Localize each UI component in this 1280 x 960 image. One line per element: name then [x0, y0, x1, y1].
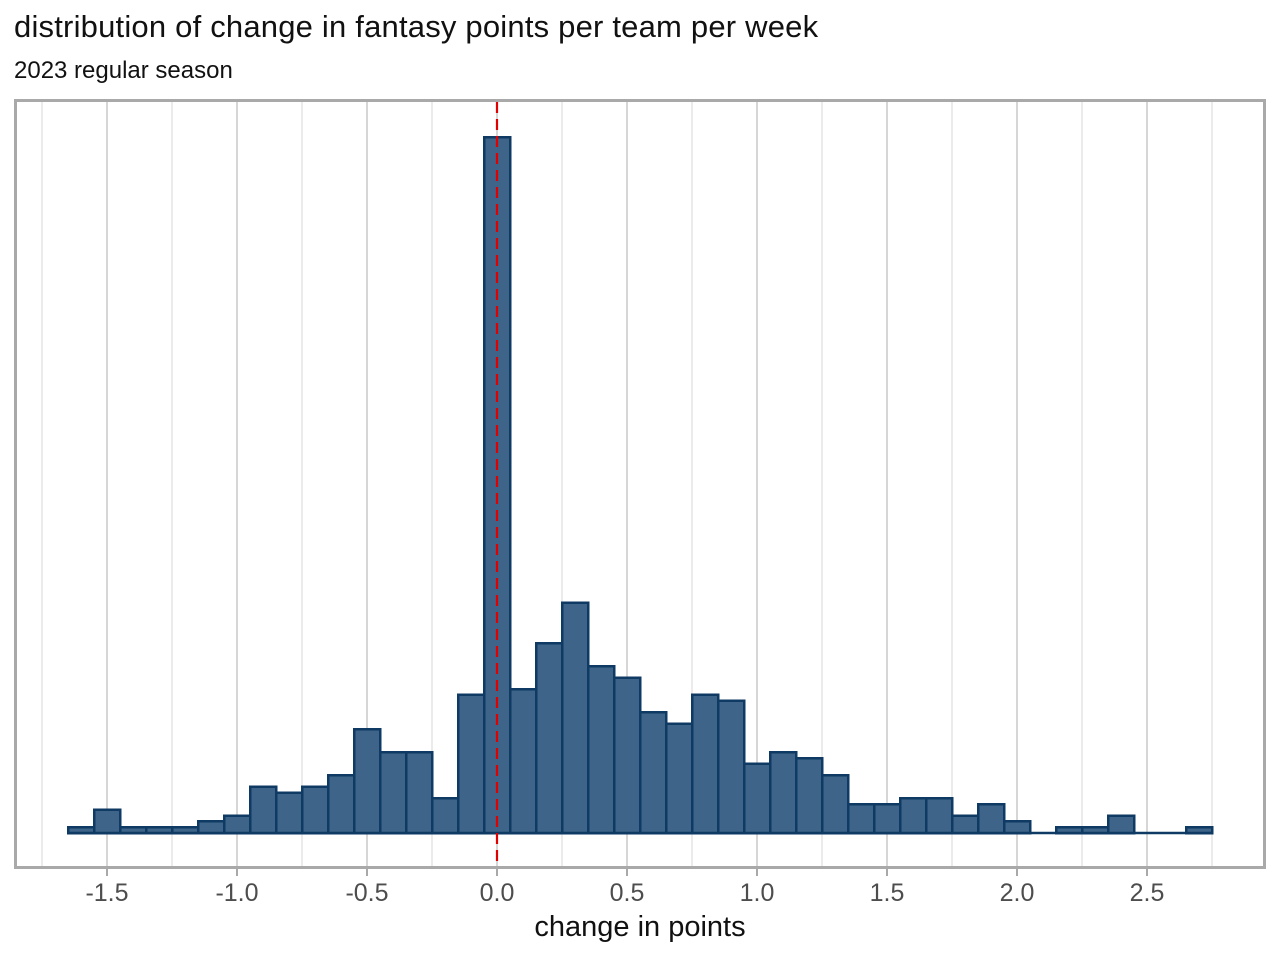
x-tick-label: 2.5 — [1129, 879, 1165, 907]
histogram-bar — [196, 820, 226, 835]
histogram-bar — [924, 797, 954, 835]
histogram-bar — [92, 808, 122, 835]
histogram-bar — [872, 802, 902, 835]
histogram-bar — [534, 641, 564, 835]
x-tick-mark — [1016, 869, 1018, 876]
histogram-bar — [768, 751, 798, 835]
x-tick-mark — [1146, 869, 1148, 876]
histogram-bar — [898, 797, 928, 835]
histogram-bar — [456, 693, 486, 835]
x-tick-label: 2.0 — [999, 879, 1035, 907]
histogram-plot — [41, 102, 1214, 866]
histogram-bar — [690, 693, 720, 835]
chart-subtitle: 2023 regular season — [14, 57, 233, 84]
x-tick-label: 1.5 — [869, 879, 905, 907]
x-tick-mark — [496, 869, 498, 876]
histogram-bar — [508, 687, 538, 835]
histogram-bar — [1002, 820, 1032, 835]
x-tick-mark — [236, 869, 238, 876]
x-tick-mark — [366, 869, 368, 876]
histogram-bar — [352, 728, 382, 835]
x-tick-mark — [106, 869, 108, 876]
histogram-bar — [716, 699, 746, 835]
histogram-bar — [560, 601, 590, 835]
x-tick-mark — [626, 869, 628, 876]
histogram-bar — [820, 774, 850, 835]
histogram-bar — [742, 762, 772, 835]
x-tick-mark — [886, 869, 888, 876]
histogram-bar — [950, 814, 980, 835]
histogram-bar — [664, 722, 694, 835]
x-tick-label: 1.0 — [739, 879, 775, 907]
histogram-bar — [976, 802, 1006, 835]
x-tick-label: 0.0 — [479, 879, 515, 907]
histogram-bar — [1106, 814, 1136, 835]
histogram-bar — [300, 785, 330, 835]
histogram-bar — [612, 676, 642, 835]
histogram-bar — [326, 774, 356, 835]
histogram-bar — [430, 797, 460, 835]
x-tick-label: -1.0 — [215, 879, 259, 907]
histogram-bar — [274, 791, 304, 835]
x-tick-label: -1.5 — [85, 879, 129, 907]
histogram-bar — [794, 756, 824, 835]
histogram-bar — [222, 814, 252, 835]
histogram-bar — [586, 664, 616, 835]
x-axis-title: change in points — [534, 911, 746, 943]
histogram-bar — [378, 751, 408, 835]
x-tick-mark — [756, 869, 758, 876]
x-tick-label: -0.5 — [345, 879, 389, 907]
x-tick-label: 0.5 — [609, 879, 645, 907]
histogram-bar — [404, 751, 434, 835]
plot-panel — [14, 99, 1266, 869]
histogram-bar — [638, 710, 668, 835]
chart-title: distribution of change in fantasy points… — [14, 9, 819, 44]
histogram-bar — [248, 785, 278, 835]
histogram-bar — [846, 802, 876, 835]
